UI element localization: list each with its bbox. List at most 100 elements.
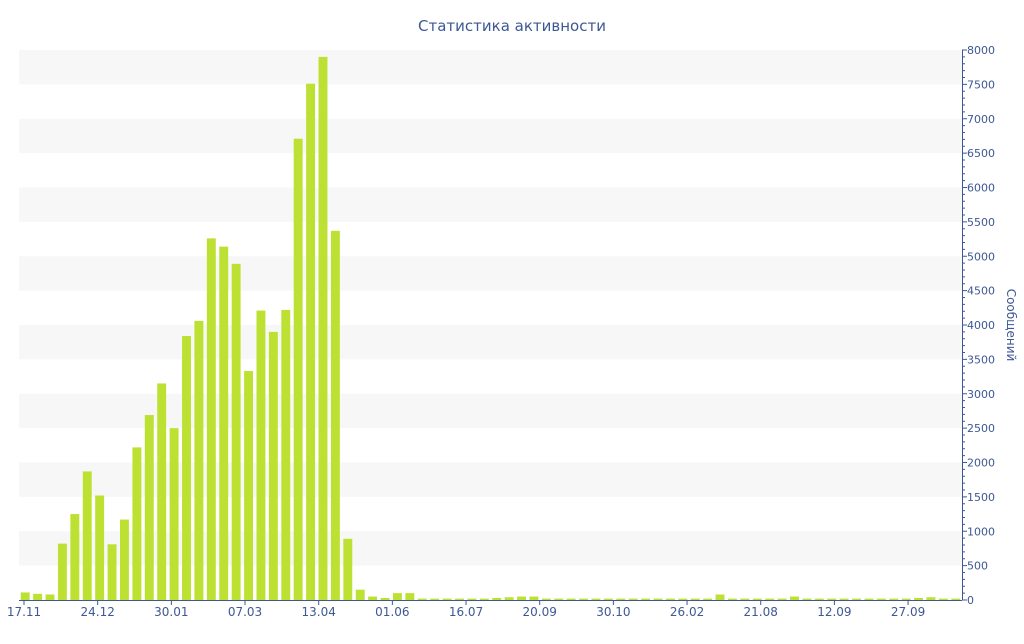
bar: [628, 598, 638, 601]
bar: [20, 592, 30, 600]
bar: [579, 598, 589, 601]
bar: [45, 594, 55, 600]
bar: [765, 598, 775, 601]
bar: [827, 598, 837, 601]
chart-title: Статистика активности: [418, 17, 606, 35]
bar: [293, 138, 303, 600]
bar: [417, 598, 427, 601]
bar: [95, 495, 105, 600]
bar: [306, 83, 316, 600]
x-tick-label: 13.04: [302, 605, 336, 619]
bar: [777, 598, 787, 601]
bar: [566, 598, 576, 601]
y-tick-label: 7500: [967, 78, 995, 91]
y-tick-label: 3000: [967, 388, 995, 401]
bar: [889, 598, 899, 601]
y-tick-label: 2000: [967, 457, 995, 470]
bars: [20, 56, 961, 601]
y-axis-label: Сообщений: [1004, 289, 1018, 362]
y-tick-label: 2500: [967, 422, 995, 435]
y-tick-label: 6500: [967, 147, 995, 160]
bar: [392, 593, 402, 601]
x-tick-label: 30.10: [596, 605, 630, 619]
bar: [281, 309, 291, 601]
bar: [914, 597, 924, 600]
bar: [665, 598, 675, 601]
bar: [554, 598, 564, 601]
grid-bands: [19, 50, 962, 566]
x-tick-label: 20.09: [523, 605, 557, 619]
grid-band: [19, 118, 962, 154]
y-tick-label: 1500: [967, 491, 995, 504]
bar: [641, 598, 651, 601]
bar: [951, 598, 961, 601]
bar: [82, 471, 92, 600]
bar: [70, 514, 80, 600]
bar: [157, 383, 167, 600]
bar: [430, 598, 440, 601]
y-tick-label: 1000: [967, 525, 995, 538]
x-tick-label: 24.12: [80, 605, 114, 619]
bar: [591, 598, 601, 601]
bar: [455, 598, 464, 601]
y-tick-label: 4500: [967, 285, 995, 298]
y-tick-label: 7000: [967, 113, 995, 126]
bar: [504, 597, 514, 600]
bar: [678, 598, 688, 601]
bar: [926, 597, 936, 600]
bar: [268, 331, 278, 601]
x-tick-label: 07.03: [228, 605, 262, 619]
x-tick-label: 27.09: [891, 605, 925, 619]
bar: [132, 447, 142, 601]
grid-band: [19, 256, 962, 291]
y-tick-label: 500: [967, 560, 988, 573]
bar: [368, 596, 378, 600]
bar: [715, 594, 725, 600]
bar: [219, 246, 229, 601]
grid-band: [19, 187, 962, 222]
bar: [603, 598, 613, 601]
bar: [814, 598, 824, 601]
x-tick-label: 26.02: [670, 605, 704, 619]
x-tick-label: 01.06: [375, 605, 409, 619]
x-tick-label: 12.09: [817, 605, 851, 619]
y-tick-label: 4000: [967, 319, 995, 332]
bar: [244, 371, 254, 600]
bar: [194, 320, 204, 601]
bar: [107, 544, 117, 600]
bar: [839, 598, 849, 601]
bar: [206, 238, 216, 601]
bar: [492, 597, 502, 600]
bar: [752, 598, 762, 601]
grid-band: [19, 325, 962, 360]
y-tick-label: 8000: [967, 44, 995, 57]
bar: [442, 598, 452, 601]
grid-band: [19, 50, 962, 85]
y-tick-label: 5500: [967, 216, 995, 229]
bar: [169, 428, 179, 601]
bar: [938, 598, 948, 601]
bar: [740, 598, 750, 601]
bar: [405, 593, 415, 601]
bar: [57, 543, 67, 601]
axes: 0 500 1000 1500 2000 2500 3000 3500 4000 4500 5000…: [7, 44, 995, 619]
bar: [517, 596, 526, 600]
bar: [802, 598, 812, 601]
bar: [690, 598, 700, 601]
x-tick-label: 30.01: [154, 605, 188, 619]
bar: [852, 598, 861, 601]
grid-band: [19, 393, 962, 429]
x-tick-label: 21.08: [744, 605, 778, 619]
bar: [876, 598, 886, 601]
bar: [529, 596, 539, 600]
bar: [653, 598, 663, 601]
bar: [703, 598, 713, 601]
bar: [790, 596, 799, 600]
bar: [467, 598, 477, 601]
bar: [231, 263, 241, 600]
bar: [318, 56, 328, 601]
bar: [864, 598, 874, 601]
bar: [182, 336, 191, 600]
